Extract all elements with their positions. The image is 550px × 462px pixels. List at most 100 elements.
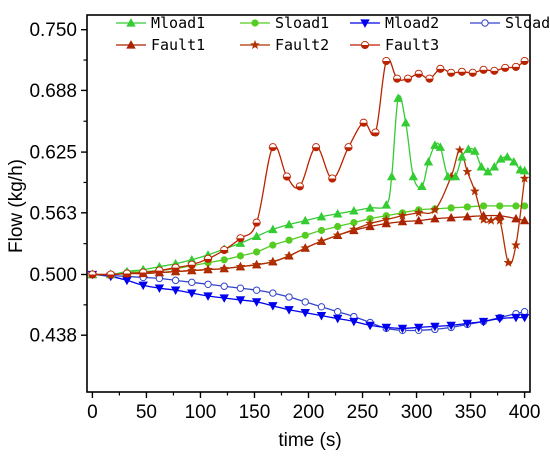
data-point-fault2 [365, 218, 376, 228]
data-point-mload1 [423, 157, 434, 166]
data-point-sload1 [236, 252, 245, 260]
marker-fill [220, 250, 228, 254]
data-point-fault3 [236, 234, 245, 243]
data-point-fault3 [511, 62, 521, 71]
marker-fill [469, 72, 477, 77]
data-point-sload2 [285, 293, 293, 301]
data-point-fault1 [397, 216, 408, 226]
marker-fill [253, 222, 261, 227]
legend-item-fault3: Fault3 [350, 36, 439, 54]
data-point-mload2 [187, 289, 197, 298]
data-point-mload2 [446, 321, 456, 331]
data-point-fault3 [139, 268, 148, 277]
marker-fill [188, 264, 196, 269]
marker-fill [447, 72, 455, 77]
series-layer [87, 56, 530, 335]
data-point-sload2 [333, 308, 342, 316]
data-point-mload1 [381, 200, 392, 209]
data-point-fault3 [187, 260, 196, 269]
data-point-mload2 [138, 281, 148, 291]
series-line-mload1 [92, 95, 525, 276]
data-point-mload1 [463, 144, 474, 153]
series-line-fault2 [92, 149, 526, 276]
x-tick-label: 350 [455, 402, 487, 423]
data-point-fault2 [267, 256, 278, 266]
data-point-mload1 [509, 157, 519, 166]
data-point-fault3 [436, 64, 445, 73]
series-fault3 [88, 56, 529, 279]
data-point-mload2 [316, 311, 327, 321]
data-point-sload2 [171, 276, 180, 285]
data-point-fault2 [478, 214, 489, 224]
data-point-mload2 [300, 309, 310, 318]
data-point-fault3 [328, 174, 337, 183]
series-line-mload2 [92, 273, 525, 329]
data-point-fault3 [344, 143, 353, 152]
legend-swatch-marker [481, 19, 489, 27]
data-point-sload1 [269, 241, 277, 249]
data-point-mload1 [519, 165, 530, 175]
data-point-mload1 [457, 152, 467, 161]
data-point-mload2 [397, 324, 408, 334]
data-point-mload1 [483, 166, 493, 176]
data-point-sload1 [463, 203, 471, 211]
legend-swatch-marker [251, 19, 259, 27]
legend-swatch-marker [126, 18, 136, 27]
data-point-mload2 [154, 284, 165, 294]
data-point-sload1 [301, 231, 309, 239]
data-point-fault2 [511, 239, 521, 250]
data-point-fault2 [332, 230, 343, 240]
data-point-mload2 [349, 317, 359, 327]
data-point-sload2 [301, 298, 309, 306]
data-point-fault3 [414, 69, 423, 78]
data-point-fault2 [519, 173, 530, 183]
data-point-mload2 [251, 298, 262, 307]
data-point-fault3 [359, 118, 368, 127]
data-point-mload1 [430, 140, 440, 149]
data-point-fault2 [203, 264, 213, 274]
marker-fill [393, 78, 401, 83]
data-point-fault2 [413, 207, 424, 217]
data-point-sload1 [512, 202, 520, 210]
data-point-sload2 [236, 284, 245, 292]
marker-fill [479, 69, 488, 74]
data-point-sload1 [317, 226, 326, 235]
marker-fill [155, 270, 163, 275]
data-point-sload2 [252, 286, 261, 294]
data-point-fault3 [268, 143, 277, 152]
marker-fill [107, 274, 115, 279]
data-point-mload2 [268, 302, 278, 311]
data-point-fault3 [393, 74, 402, 83]
data-point-mload1 [235, 238, 246, 247]
x-tick-label: 50 [136, 402, 157, 423]
data-point-fault2 [454, 144, 465, 155]
series-line-sload2 [92, 273, 525, 332]
data-point-mload1 [450, 171, 461, 181]
data-point-mload1 [401, 117, 411, 127]
x-tick-label: 100 [185, 402, 217, 423]
data-point-sload2 [317, 303, 326, 311]
legend-item-sload2: Sload2 [470, 14, 550, 32]
data-point-sload1 [334, 222, 342, 231]
data-point-sload1 [285, 236, 293, 244]
data-point-fault2 [397, 210, 408, 220]
x-tick-label: 300 [401, 402, 433, 423]
marker-fill [236, 238, 245, 242]
data-point-fault3 [122, 269, 132, 278]
data-point-sload1 [496, 202, 504, 210]
legend-item-fault2: Fault2 [240, 36, 329, 54]
data-point-fault2 [316, 236, 327, 246]
data-point-fault2 [494, 215, 505, 225]
x-tick-label: 150 [239, 402, 271, 423]
data-point-fault2 [381, 214, 392, 224]
data-point-fault3 [468, 68, 477, 77]
data-point-fault3 [371, 128, 380, 137]
data-point-fault2 [219, 263, 230, 273]
legend-swatch-marker [360, 40, 370, 50]
data-point-sload1 [220, 256, 228, 264]
data-point-mload1 [251, 231, 262, 240]
y-tick-label: 0.563 [29, 203, 77, 224]
marker-fill [88, 274, 97, 279]
data-point-sload1 [253, 248, 261, 256]
